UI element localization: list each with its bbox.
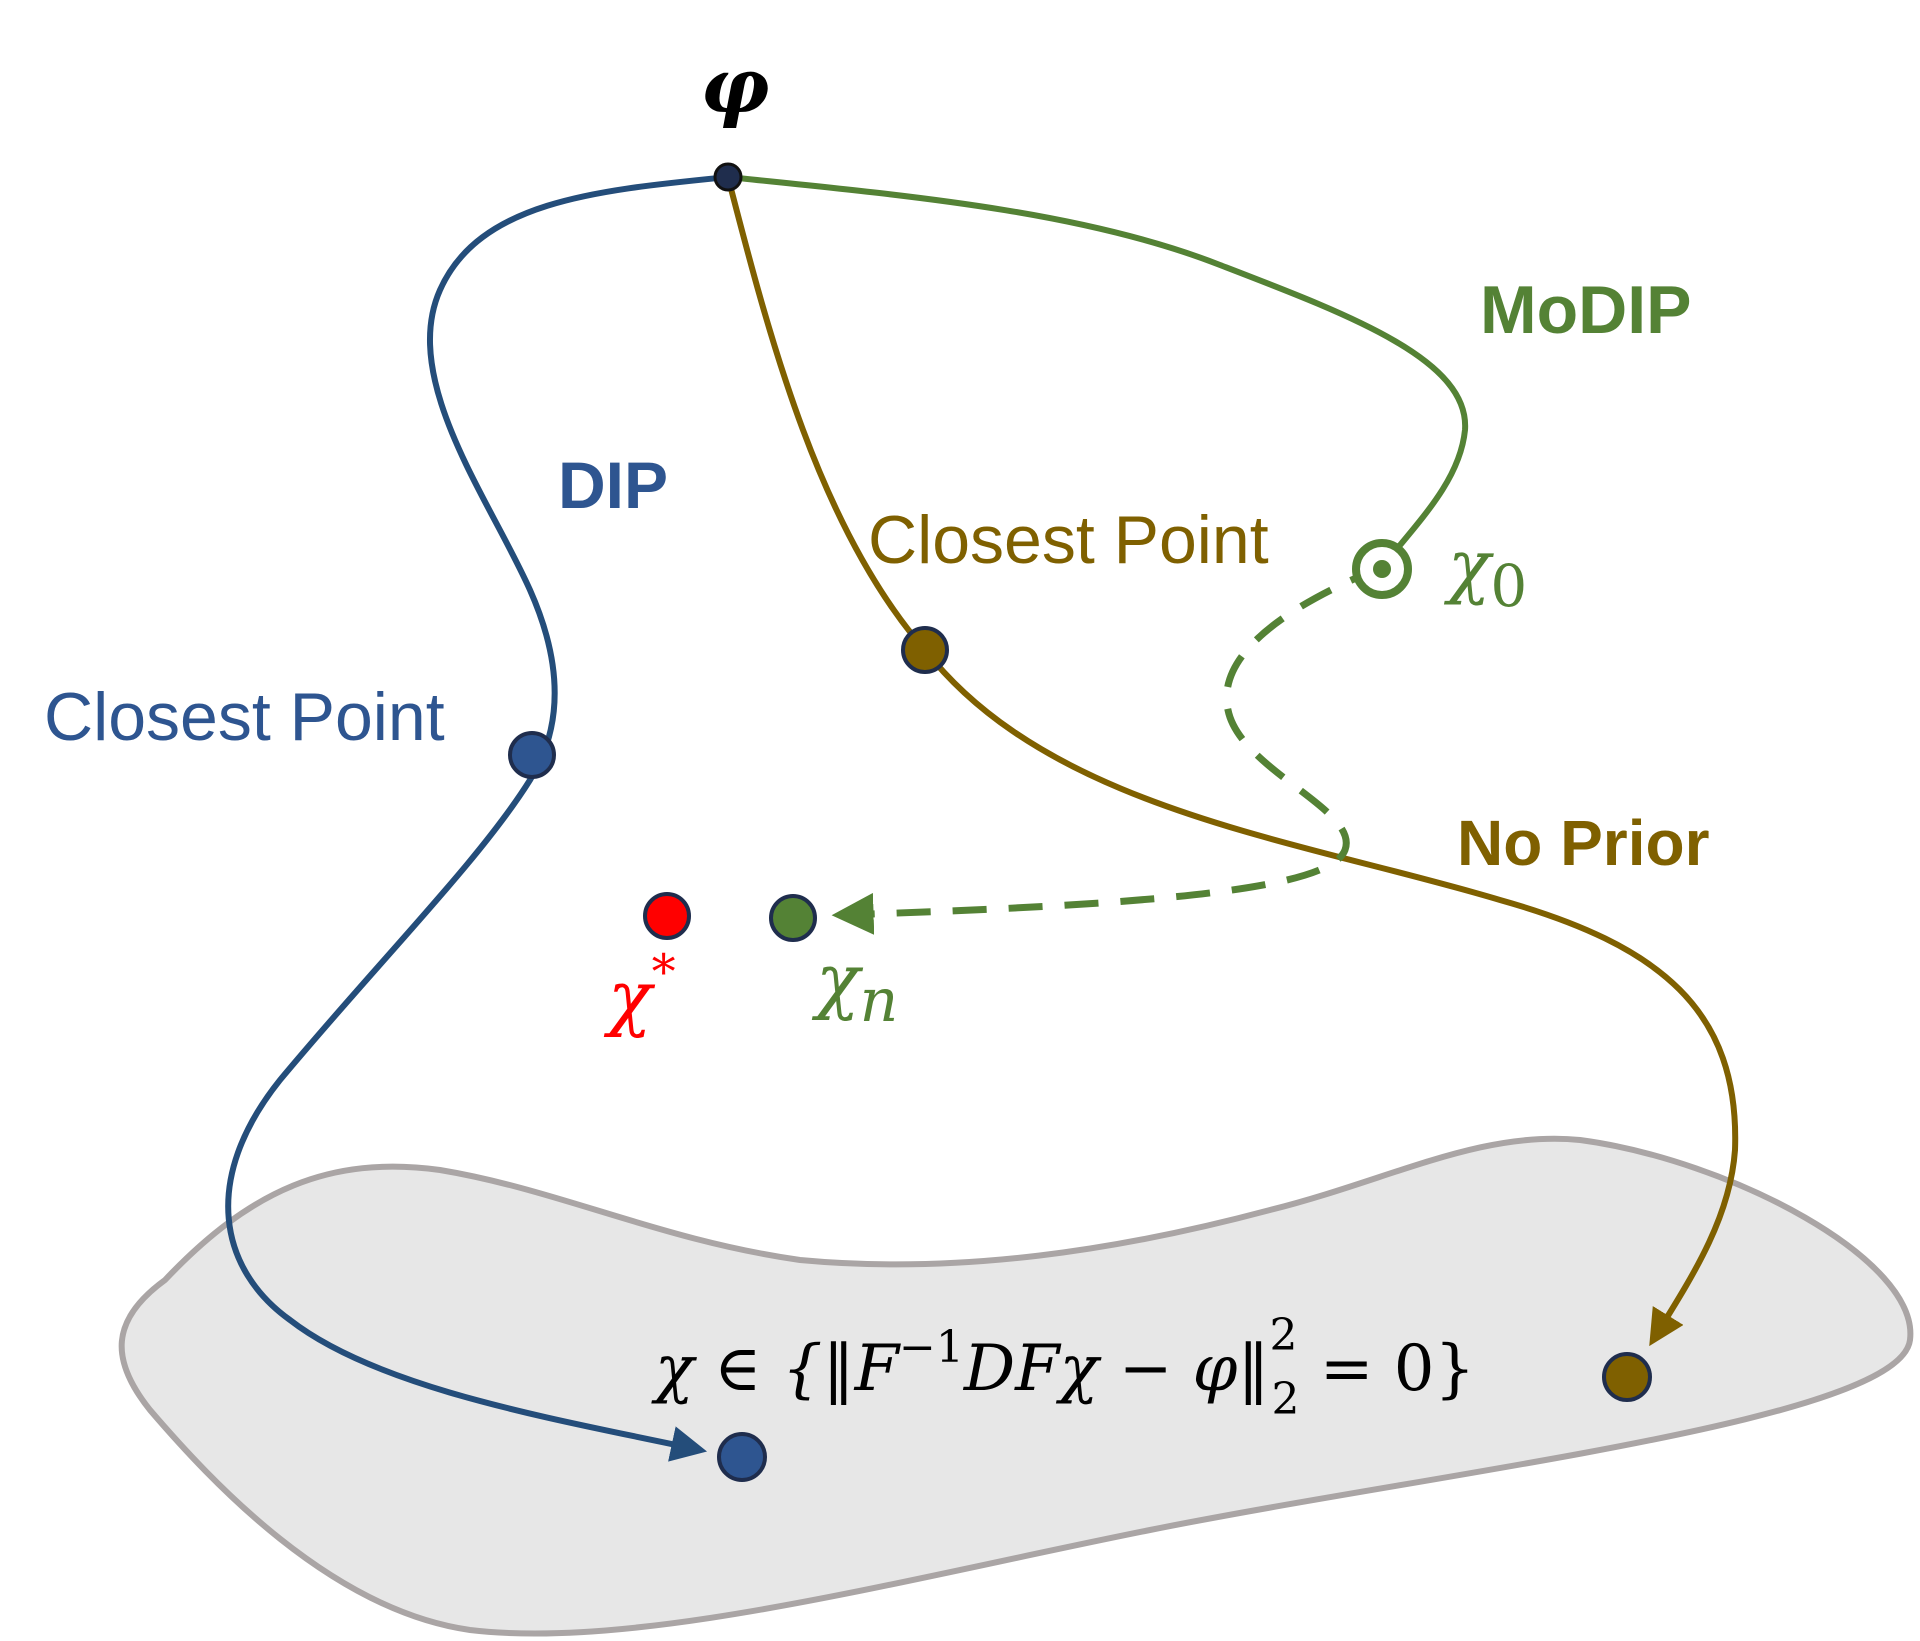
- noprior-end-point: [1602, 1352, 1652, 1402]
- phi-point: [713, 162, 743, 192]
- chi-star-point: [643, 892, 691, 940]
- no-prior-curve: [725, 176, 1739, 1347]
- constraint-formula: χ ∈ {‖F−1DFχ − φ‖2 2 = 0}: [651, 1310, 1475, 1425]
- solution-set-region: [118, 1135, 1914, 1637]
- dip-closest-point: [508, 731, 556, 779]
- noprior-closest-point-label: Closest Point: [868, 502, 1269, 578]
- chi-n-point: [769, 894, 817, 942]
- dip-closest-point-label: Closest Point: [44, 679, 445, 755]
- modip-iteration-path: [831, 563, 1384, 935]
- chi-n-label: χn: [811, 938, 898, 1036]
- phi-label: φ: [701, 41, 770, 130]
- modip-curve: [727, 174, 1469, 569]
- dip-curve: [225, 174, 729, 1462]
- noprior-closest-point: [901, 626, 949, 674]
- dip-label: DIP: [558, 448, 668, 522]
- chi-star-label: χ*: [603, 944, 676, 1039]
- chi-zero-point-dot: [1373, 560, 1391, 578]
- no-prior-label: No Prior: [1457, 807, 1709, 879]
- modip-label: MoDIP: [1480, 272, 1692, 348]
- chi-zero-label: χ0: [1443, 525, 1527, 620]
- dip-end-point: [717, 1432, 767, 1482]
